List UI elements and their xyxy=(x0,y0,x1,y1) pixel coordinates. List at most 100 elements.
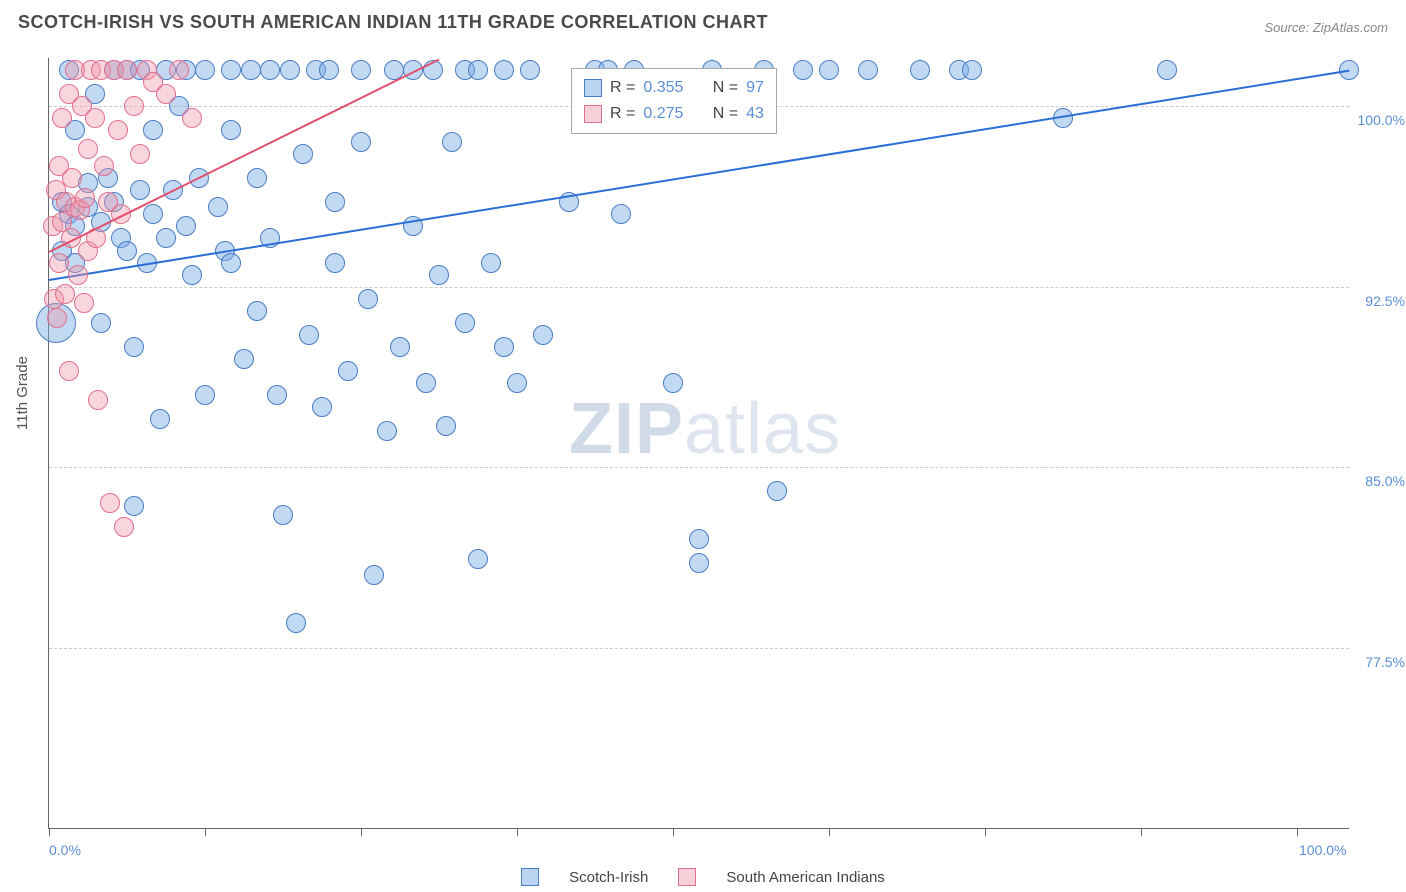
x-tick xyxy=(361,828,362,836)
scatter-point xyxy=(55,284,75,304)
legend-swatch-blue xyxy=(521,868,539,886)
stats-n-value: 97 xyxy=(746,79,764,97)
scatter-point xyxy=(364,565,384,585)
x-tick xyxy=(517,828,518,836)
scatter-point xyxy=(75,188,95,208)
x-tick xyxy=(1297,828,1298,836)
scatter-point xyxy=(858,60,878,80)
x-tick-label: 0.0% xyxy=(49,842,81,858)
scatter-point xyxy=(358,289,378,309)
scatter-point xyxy=(494,60,514,80)
scatter-point xyxy=(143,204,163,224)
scatter-point xyxy=(325,253,345,273)
scatter-point xyxy=(182,108,202,128)
scatter-point xyxy=(195,385,215,405)
y-axis-label: 11th Grade xyxy=(14,356,31,430)
x-tick xyxy=(205,828,206,836)
scatter-point xyxy=(169,60,189,80)
watermark: ZIPatlas xyxy=(569,388,841,470)
stats-legend-row: R = 0.355 N = 97 xyxy=(584,75,764,101)
trend-line xyxy=(49,58,440,252)
scatter-point xyxy=(689,553,709,573)
scatter-point xyxy=(312,397,332,417)
scatter-point xyxy=(910,60,930,80)
gridline xyxy=(49,467,1349,468)
scatter-point xyxy=(108,120,128,140)
plot-area: ZIPatlas 100.0%92.5%85.0%77.5%0.0%100.0%… xyxy=(48,58,1349,829)
scatter-point xyxy=(195,60,215,80)
scatter-point xyxy=(74,293,94,313)
scatter-point xyxy=(143,120,163,140)
scatter-point xyxy=(234,349,254,369)
scatter-point xyxy=(124,337,144,357)
gridline xyxy=(49,648,1349,649)
watermark-light: atlas xyxy=(684,389,841,469)
scatter-point xyxy=(49,253,69,273)
scatter-point xyxy=(520,60,540,80)
scatter-point xyxy=(338,361,358,381)
scatter-point xyxy=(94,156,114,176)
stats-r-label: R = xyxy=(610,79,635,97)
scatter-point xyxy=(114,517,134,537)
scatter-point xyxy=(78,139,98,159)
x-tick xyxy=(985,828,986,836)
scatter-point xyxy=(85,108,105,128)
scatter-point xyxy=(436,416,456,436)
scatter-point xyxy=(429,265,449,285)
scatter-point xyxy=(156,84,176,104)
scatter-point xyxy=(221,120,241,140)
scatter-point xyxy=(299,325,319,345)
scatter-point xyxy=(390,337,410,357)
scatter-point xyxy=(351,132,371,152)
scatter-point xyxy=(208,197,228,217)
scatter-point xyxy=(247,168,267,188)
scatter-point xyxy=(221,60,241,80)
scatter-point xyxy=(442,132,462,152)
x-tick xyxy=(673,828,674,836)
stats-legend: R = 0.355 N = 97R = 0.275 N = 43 xyxy=(571,68,777,134)
scatter-point xyxy=(47,308,67,328)
y-tick-label: 77.5% xyxy=(1365,654,1405,670)
stats-n-value: 43 xyxy=(746,105,764,123)
legend-label-1: South American Indians xyxy=(726,869,884,886)
scatter-point xyxy=(455,313,475,333)
stats-swatch xyxy=(584,105,602,123)
stats-r-value: 0.275 xyxy=(643,105,683,123)
scatter-point xyxy=(468,60,488,80)
scatter-point xyxy=(533,325,553,345)
scatter-point xyxy=(241,60,261,80)
x-tick-label: 100.0% xyxy=(1299,842,1346,858)
stats-n-label: N = xyxy=(713,79,738,97)
stats-n-label: N = xyxy=(713,105,738,123)
stats-r-label: R = xyxy=(610,105,635,123)
scatter-point xyxy=(286,613,306,633)
scatter-point xyxy=(91,313,111,333)
scatter-point xyxy=(663,373,683,393)
legend-label-0: Scotch-Irish xyxy=(569,869,648,886)
scatter-point xyxy=(767,481,787,501)
x-tick xyxy=(829,828,830,836)
stats-legend-row: R = 0.275 N = 43 xyxy=(584,101,764,127)
scatter-point xyxy=(351,60,371,80)
scatter-point xyxy=(150,409,170,429)
scatter-point xyxy=(481,253,501,273)
scatter-point xyxy=(793,60,813,80)
source-label: Source: ZipAtlas.com xyxy=(1264,20,1388,35)
y-tick-label: 92.5% xyxy=(1365,293,1405,309)
scatter-point xyxy=(117,241,137,261)
scatter-point xyxy=(325,192,345,212)
scatter-point xyxy=(507,373,527,393)
scatter-point xyxy=(494,337,514,357)
scatter-point xyxy=(611,204,631,224)
watermark-bold: ZIP xyxy=(569,389,684,469)
chart-title: SCOTCH-IRISH VS SOUTH AMERICAN INDIAN 11… xyxy=(18,12,768,33)
scatter-point xyxy=(293,144,313,164)
scatter-point xyxy=(117,60,137,80)
scatter-point xyxy=(68,265,88,285)
scatter-point xyxy=(416,373,436,393)
scatter-point xyxy=(267,385,287,405)
scatter-point xyxy=(100,493,120,513)
scatter-point xyxy=(176,216,196,236)
scatter-point xyxy=(319,60,339,80)
scatter-point xyxy=(1157,60,1177,80)
